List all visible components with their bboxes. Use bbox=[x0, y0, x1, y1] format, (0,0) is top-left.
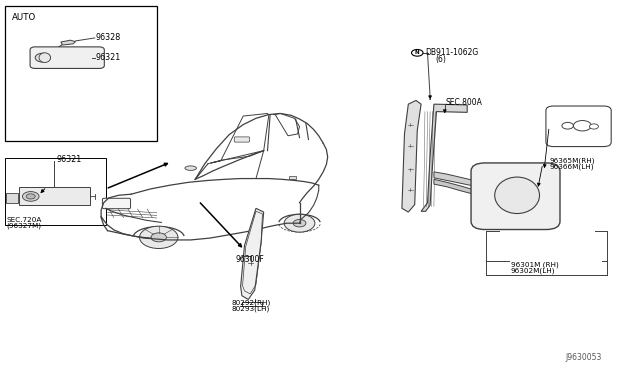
FancyBboxPatch shape bbox=[30, 47, 104, 68]
Circle shape bbox=[406, 144, 414, 148]
Text: (96327M): (96327M) bbox=[6, 222, 42, 229]
Text: AUTO: AUTO bbox=[12, 13, 36, 22]
Circle shape bbox=[22, 192, 39, 201]
Text: 96328: 96328 bbox=[96, 33, 121, 42]
Circle shape bbox=[589, 124, 598, 129]
Text: 96365M(RH): 96365M(RH) bbox=[549, 157, 595, 164]
Text: 80292(RH): 80292(RH) bbox=[232, 300, 271, 307]
Polygon shape bbox=[402, 100, 421, 212]
Text: SEC.720A: SEC.720A bbox=[6, 217, 42, 223]
Text: 96366M(LH): 96366M(LH) bbox=[549, 163, 594, 170]
Circle shape bbox=[26, 194, 35, 199]
Circle shape bbox=[35, 53, 51, 62]
Circle shape bbox=[140, 226, 178, 248]
Circle shape bbox=[562, 122, 573, 129]
Text: DB911-1062G: DB911-1062G bbox=[426, 48, 479, 57]
Bar bbox=[6, 193, 18, 203]
Text: 96300F: 96300F bbox=[236, 255, 264, 264]
FancyBboxPatch shape bbox=[546, 106, 611, 147]
Circle shape bbox=[293, 219, 306, 227]
Bar bbox=[19, 187, 90, 205]
Bar bbox=[5, 6, 157, 141]
Circle shape bbox=[406, 187, 414, 192]
Polygon shape bbox=[434, 172, 485, 189]
Circle shape bbox=[246, 260, 256, 266]
Ellipse shape bbox=[185, 166, 196, 170]
Text: 80293(LH): 80293(LH) bbox=[232, 305, 270, 312]
Bar bbox=[5, 158, 106, 225]
Polygon shape bbox=[241, 208, 264, 299]
Text: 96321: 96321 bbox=[56, 155, 81, 164]
Polygon shape bbox=[434, 179, 485, 197]
Text: J9630053: J9630053 bbox=[565, 353, 602, 362]
Text: SEC.800A: SEC.800A bbox=[445, 98, 483, 107]
FancyBboxPatch shape bbox=[102, 198, 131, 209]
Circle shape bbox=[406, 167, 414, 171]
Polygon shape bbox=[61, 40, 76, 45]
Circle shape bbox=[412, 49, 423, 56]
Circle shape bbox=[406, 122, 414, 127]
Text: 96321: 96321 bbox=[96, 53, 121, 62]
Text: 96302M(LH): 96302M(LH) bbox=[511, 267, 556, 274]
Circle shape bbox=[151, 233, 166, 242]
Circle shape bbox=[284, 214, 315, 232]
Ellipse shape bbox=[495, 177, 540, 214]
FancyBboxPatch shape bbox=[471, 163, 560, 230]
Text: 96301M (RH): 96301M (RH) bbox=[511, 262, 559, 268]
Text: N: N bbox=[415, 50, 420, 55]
Polygon shape bbox=[421, 104, 467, 211]
Bar bbox=[289, 176, 296, 179]
Ellipse shape bbox=[39, 53, 51, 62]
Circle shape bbox=[573, 121, 591, 131]
FancyBboxPatch shape bbox=[234, 137, 250, 142]
Text: (6): (6) bbox=[435, 55, 446, 64]
